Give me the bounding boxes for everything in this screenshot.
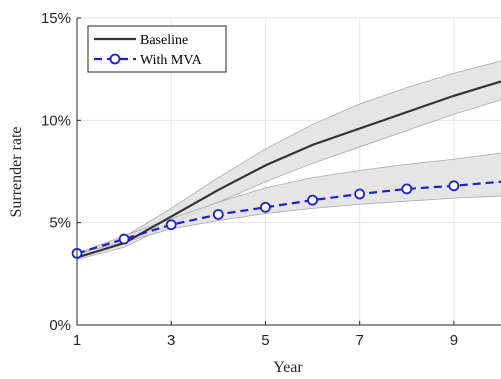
- x-axis-label: Year: [273, 359, 303, 376]
- data-point: [118, 233, 130, 245]
- plot-area: 1 3 5 7 9 0% 5% 10% 15%: [41, 10, 501, 349]
- data-point: [354, 188, 366, 200]
- data-point: [165, 219, 177, 231]
- y-tick-label: 5%: [49, 215, 71, 232]
- y-tick-label: 15%: [41, 10, 71, 27]
- data-point: [260, 201, 271, 213]
- x-tick-label: 1: [73, 332, 81, 349]
- legend-label-2: With MVA: [140, 53, 203, 68]
- x-tick-label: 7: [355, 332, 363, 349]
- data-point: [307, 194, 318, 206]
- data-point: [401, 183, 413, 195]
- legend-box: [87, 25, 227, 73]
- band-lower-edge-1: [76, 99, 501, 260]
- y-axis-label: Surrender rate: [8, 126, 25, 217]
- series-line-1: [76, 80, 501, 259]
- band-lower-edge-2: [76, 195, 501, 254]
- legend-label-1: Baseline: [140, 33, 188, 48]
- band-upper-edge-1: [76, 60, 501, 256]
- data-point: [448, 180, 460, 192]
- legend-marker: [109, 53, 121, 65]
- y-tick-label: 0%: [49, 317, 71, 334]
- x-tick-label: 5: [261, 332, 269, 349]
- data-point: [212, 209, 224, 220]
- confidence-band-2: [77, 153, 501, 254]
- legend: Baseline With MVA: [87, 25, 227, 73]
- x-tick-label: 9: [450, 332, 458, 349]
- y-tick-label: 10%: [41, 112, 71, 129]
- x-tick-label: 3: [167, 332, 175, 349]
- band-upper-edge-2: [76, 152, 501, 254]
